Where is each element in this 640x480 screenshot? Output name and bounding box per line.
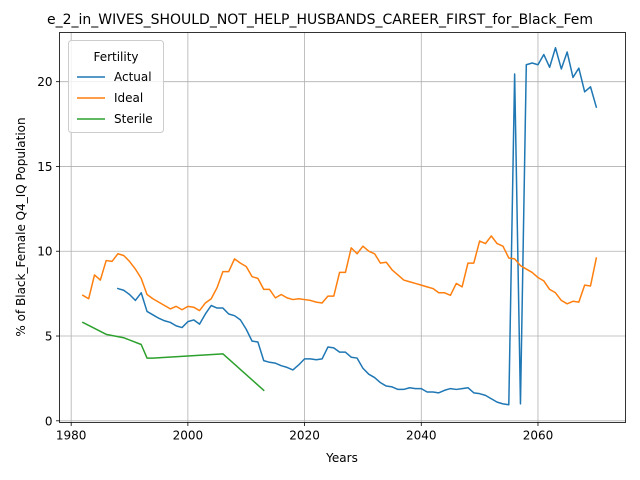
y-tick-label: 15 bbox=[37, 160, 52, 174]
x-tick-label: 2040 bbox=[406, 429, 437, 443]
plot-area-frame bbox=[59, 32, 626, 423]
chart-title: e_2_in_WIVES_SHOULD_NOT_HELP_HUSBANDS_CA… bbox=[47, 12, 593, 28]
legend-label-actual: Actual bbox=[114, 70, 152, 84]
y-tick-label: 0 bbox=[45, 414, 53, 428]
legend-box bbox=[68, 40, 164, 133]
legend: Fertility Actual Ideal Sterile bbox=[68, 40, 164, 133]
y-tick-label: 5 bbox=[45, 330, 53, 344]
y-tick-label: 20 bbox=[37, 75, 52, 89]
x-tick-label: 2000 bbox=[173, 429, 204, 443]
legend-label-sterile: Sterile bbox=[114, 112, 153, 126]
series-lines bbox=[81, 47, 598, 406]
y-tick-label: 10 bbox=[37, 245, 52, 259]
series-line-sterile bbox=[81, 321, 265, 392]
series-line-actual bbox=[116, 47, 598, 406]
x-tick-label: 1980 bbox=[56, 429, 87, 443]
axis-ticks: 1980 2000 2020 2040 2060 0 5 10 15 20 bbox=[37, 75, 553, 442]
x-tick-label: 2020 bbox=[289, 429, 320, 443]
legend-label-ideal: Ideal bbox=[114, 91, 143, 105]
y-axis-label: % of Black_Female Q4_IQ Population bbox=[14, 117, 28, 336]
series-line-ideal bbox=[81, 235, 598, 312]
gridlines bbox=[59, 32, 626, 423]
x-axis-label: Years bbox=[325, 451, 358, 465]
x-tick-label: 2060 bbox=[523, 429, 554, 443]
legend-title: Fertility bbox=[93, 50, 138, 64]
